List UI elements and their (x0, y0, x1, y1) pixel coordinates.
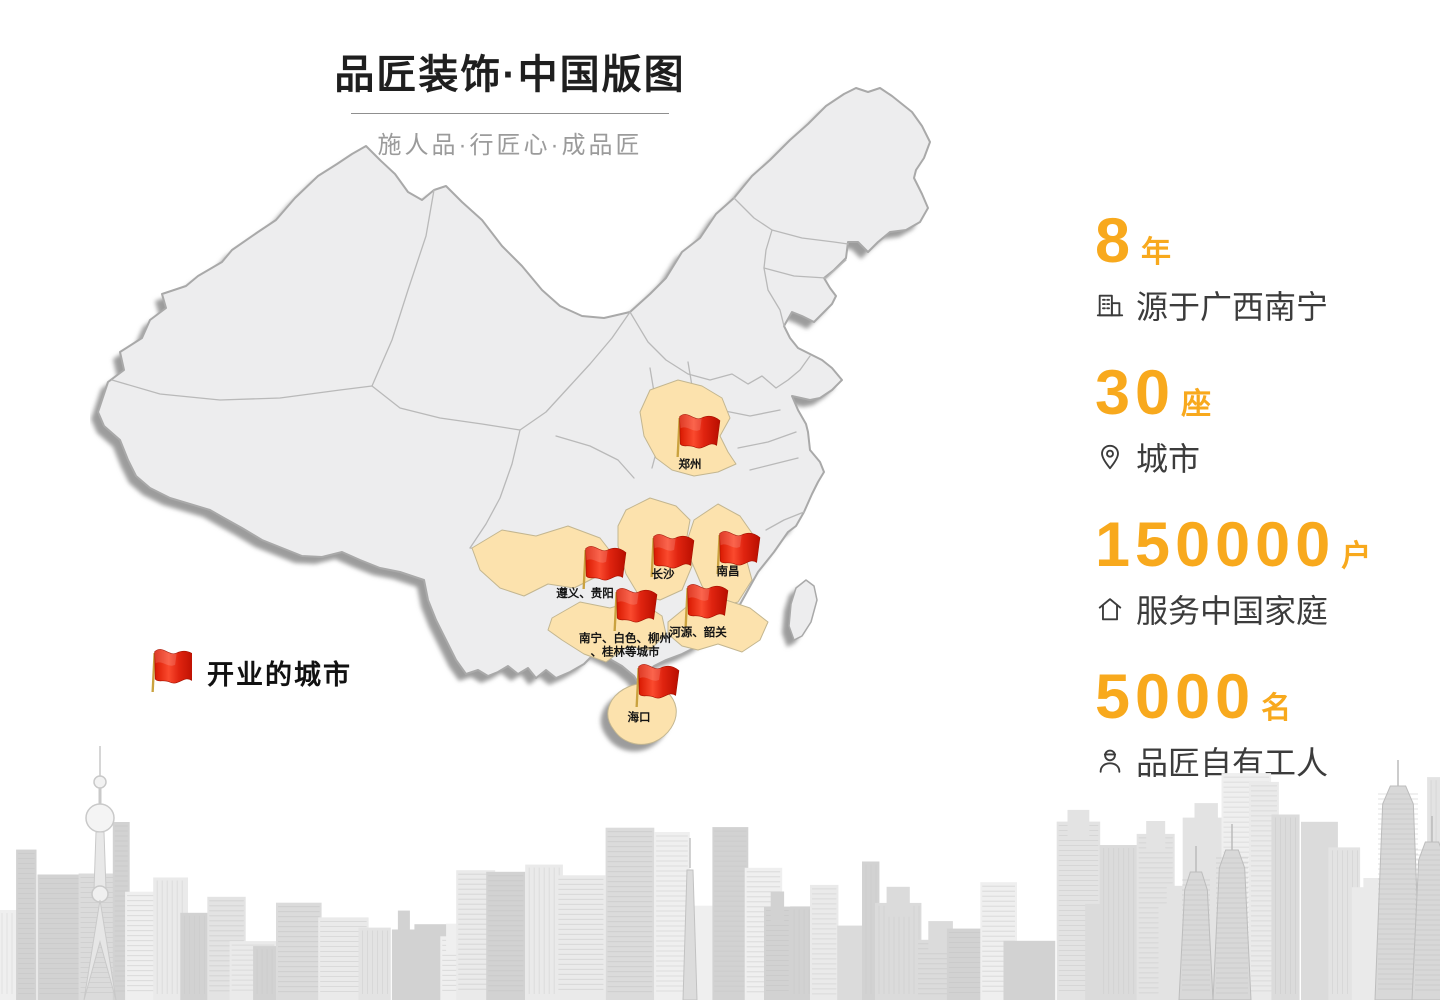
worker-icon (1099, 749, 1121, 773)
stat-years-label: 源于广西南宁 (1136, 289, 1329, 325)
stat-families-label: 服务中国家庭 (1136, 593, 1329, 629)
map-marker-label: 长沙 (652, 567, 675, 581)
map-marker-label: 海口 (628, 710, 651, 724)
stat-cities-label: 城市 (1136, 441, 1201, 477)
page-title: 品匠装饰·中国版图 (334, 53, 686, 97)
stat-families-unit: 户 (1341, 540, 1372, 573)
stat-cities: 30 座 城市 (1095, 362, 1425, 480)
stat-cities-unit: 座 (1181, 388, 1212, 421)
map-marker-haikou: 海口 (628, 663, 681, 724)
map-marker-label: 郑州 (679, 457, 702, 471)
province-borders (111, 189, 849, 559)
city-skyline-graphic (0, 746, 1440, 1000)
map-legend: 开业的城市 (146, 648, 352, 696)
stat-years-value: 8 (1095, 206, 1136, 276)
map-marker-nanning-cluster: 南宁、白色、柳州、桂林等城市 (579, 587, 671, 659)
page-subtitle: 施人品·行匠心·成品匠 (377, 132, 643, 159)
map-marker-label: 南昌 (717, 564, 740, 578)
map-marker-zunyi-guiyang: 遵义、贵阳 (556, 545, 628, 600)
stat-years-unit: 年 (1141, 236, 1172, 269)
map-marker-label: 遵义、贵阳 (556, 586, 614, 600)
stat-cities-value: 30 (1095, 358, 1176, 428)
red-flag-icon (151, 648, 192, 694)
map-marker-nanchang: 南昌 (716, 530, 762, 578)
map-marker-heyuan-shaoguan: 河源、韶关 (669, 583, 730, 639)
map-marker-changsha: 长沙 (650, 533, 696, 581)
map-marker-label: 河源、韶关 (669, 625, 727, 639)
map-marker-zhengzhou: 郑州 (676, 413, 722, 471)
map-marker-label: 南宁、白色、柳州、桂林等城市 (579, 631, 671, 659)
legend-label: 开业的城市 (207, 659, 352, 690)
stat-families-value: 150000 (1095, 510, 1336, 580)
stat-workers-value: 5000 (1095, 662, 1256, 732)
map-pin-icon (1101, 444, 1119, 470)
stat-families: 150000 户 服务中国家庭 (1095, 514, 1425, 632)
stat-workers-unit: 名 (1261, 692, 1292, 725)
stat-workers: 5000 名 品匠自有工人 (1095, 666, 1425, 784)
title-divider (351, 113, 669, 114)
taiwan-island (788, 579, 818, 641)
building-icon (1096, 294, 1124, 317)
home-icon (1098, 598, 1122, 621)
title-block: 品匠装饰·中国版图 施人品·行匠心·成品匠 (270, 42, 750, 160)
